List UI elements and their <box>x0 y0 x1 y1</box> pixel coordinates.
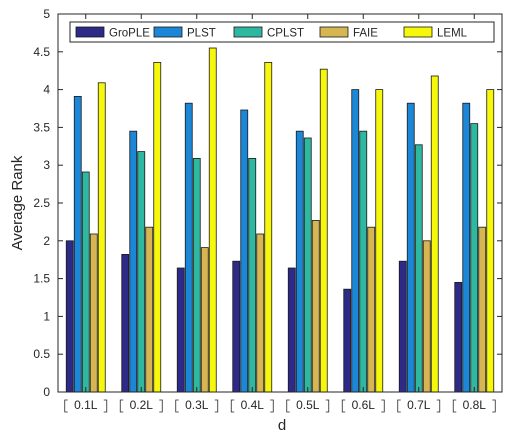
bar-leml-04L <box>264 61 273 393</box>
bar-cplst-02L <box>137 151 146 393</box>
y-tick-label: 2.5 <box>33 196 50 210</box>
bar-leml-01L <box>97 82 106 393</box>
bar-plst-07L <box>406 102 415 393</box>
x-label-bracket-right <box>159 399 163 413</box>
bar-leml-08L <box>486 89 495 393</box>
x-label-bracket-left <box>452 399 457 413</box>
bar-plst-04L <box>240 109 249 393</box>
y-tick-label: 3.5 <box>33 120 50 134</box>
x-tick-label: 0.3L <box>185 398 209 412</box>
bar-faie-01L <box>89 233 98 393</box>
x-label-bracket-right <box>492 399 496 413</box>
bar-cplst-05L <box>303 137 312 393</box>
bar-plst-01L <box>73 96 82 393</box>
x-label-bracket-left <box>175 399 179 413</box>
x-tick-label: 0.6L <box>352 398 376 412</box>
x-label-bracket-right <box>270 399 274 413</box>
legend-swatch-cplst <box>233 26 263 38</box>
x-label-bracket-left <box>397 399 401 413</box>
x-label-bracket-right <box>214 399 219 413</box>
y-axis: 0 0.5 1 1.5 2 2.5 3 3.5 4 4.5 5 <box>33 7 502 399</box>
x-label-bracket-left <box>286 399 290 413</box>
bar-grople-06L <box>343 288 352 393</box>
bar-faie-08L <box>478 226 487 393</box>
bar-leml-05L <box>319 68 328 393</box>
legend-label-cplst: CPLST <box>267 28 304 40</box>
x-label-bracket-left <box>341 399 346 413</box>
y-tick-label: 5 <box>43 7 50 21</box>
y-tick-label: 1 <box>43 309 50 323</box>
legend-swatch-faie <box>319 26 349 38</box>
y-tick-label: 2 <box>43 234 50 248</box>
x-label-bracket-left <box>230 399 235 413</box>
x-label-bracket-right <box>103 399 108 413</box>
bar-grople-03L <box>176 267 185 393</box>
bar-cplst-01L <box>81 171 90 393</box>
legend-label-plst: PLST <box>187 28 216 40</box>
y-tick-label: 3 <box>43 158 50 172</box>
bar-plst-02L <box>129 130 138 393</box>
x-tick-label: 0.8L <box>463 398 487 412</box>
x-tick-label: 0.5L <box>296 398 320 412</box>
y-tick-label: 4.5 <box>33 45 50 59</box>
bar-grople-08L <box>454 281 463 393</box>
legend-label-faie: FAIE <box>353 28 378 40</box>
bar-plst-08L <box>462 102 471 393</box>
bar-faie-04L <box>256 233 265 393</box>
bar-grople-02L <box>121 254 130 393</box>
legend-label-grople: GroPLE <box>109 28 150 40</box>
y-tick-label: 4 <box>43 83 50 97</box>
y-tick-label: 1.5 <box>33 272 50 286</box>
legend-swatch-leml <box>403 26 433 38</box>
y-axis-label: Average Rank <box>9 155 26 250</box>
x-tick-label: 0.2L <box>130 398 154 412</box>
bar-grople-04L <box>232 260 241 393</box>
x-axis-label: d <box>278 417 286 434</box>
bar-faie-07L <box>422 240 431 393</box>
bar-cplst-04L <box>248 157 257 393</box>
bar-plst-05L <box>295 130 304 393</box>
bar-faie-06L <box>367 226 376 393</box>
legend-swatch-plst <box>153 26 183 38</box>
y-tick-label: 0.5 <box>33 347 50 361</box>
x-label-bracket-left <box>64 399 68 413</box>
legend-swatch-grople <box>75 26 105 38</box>
x-tick-label: 0.4L <box>241 398 265 412</box>
bar-grople-01L <box>65 240 74 393</box>
x-label-bracket-left <box>119 399 124 413</box>
x-tick-label: 0.1L <box>74 398 98 412</box>
bar-faie-02L <box>145 226 154 393</box>
x-axis: 0.1L 0.2L 0.3L 0.4L 0.5L 0.6L 0.7L 0.8L <box>64 14 496 413</box>
bar-leml-02L <box>153 61 162 393</box>
bar-faie-03L <box>200 247 209 393</box>
bar-plst-06L <box>351 89 360 393</box>
y-tick-label: 0 <box>43 385 50 399</box>
bar-grople-05L <box>287 267 296 393</box>
x-label-bracket-right <box>381 399 385 413</box>
bar-cplst-06L <box>359 130 368 393</box>
bar-cplst-03L <box>192 157 201 393</box>
bar-leml-07L <box>430 75 439 393</box>
bar-plst-03L <box>184 102 193 393</box>
x-label-bracket-right <box>325 399 330 413</box>
x-label-bracket-right <box>436 399 441 413</box>
bar-cplst-07L <box>414 144 423 393</box>
bar-leml-03L <box>208 47 217 393</box>
bar-leml-06L <box>375 89 384 393</box>
bar-cplst-08L <box>470 123 479 393</box>
legend-label-leml: LEML <box>437 28 468 40</box>
legend: GroPLE PLST CPLST FAIE LEML <box>69 21 495 43</box>
x-tick-label: 0.7L <box>407 398 431 412</box>
bar-grople-07L <box>398 260 407 393</box>
bar-faie-05L <box>311 219 320 393</box>
